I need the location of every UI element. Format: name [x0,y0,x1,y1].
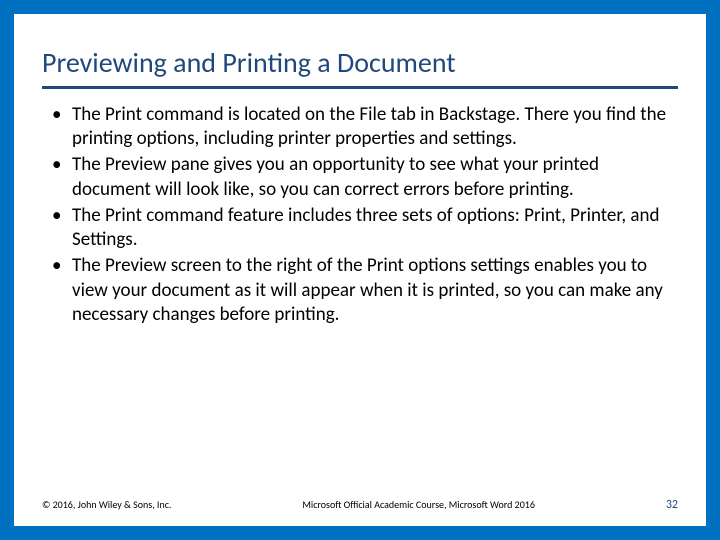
footer-course: Microsoft Official Academic Course, Micr… [171,498,665,511]
footer-copyright: © 2016, John Wiley & Sons, Inc. [42,498,171,511]
slide-footer: © 2016, John Wiley & Sons, Inc. Microsof… [42,498,678,512]
list-item: The Preview pane gives you an opportunit… [50,153,678,202]
list-item: The Preview screen to the right of the P… [50,254,678,327]
list-item: The Print command is located on the File… [50,103,678,152]
slide-title: Previewing and Printing a Document [42,46,678,89]
bullet-list: The Print command is located on the File… [42,103,678,328]
list-item: The Print command feature includes three… [50,204,678,253]
slide-frame: Previewing and Printing a Document The P… [0,0,720,540]
footer-page-number: 32 [666,498,678,512]
